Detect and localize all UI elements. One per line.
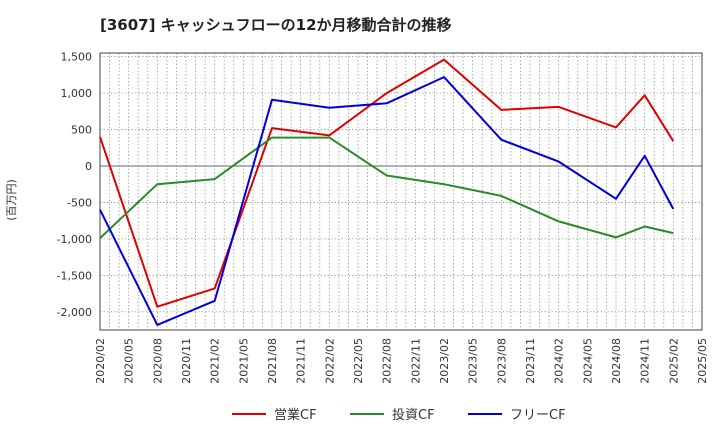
y-tick-label: -1,500 <box>57 269 92 282</box>
series-line-フリーCF <box>99 76 675 326</box>
y-axis-label: (百万円) <box>5 179 18 221</box>
x-tick-label: 2020/05 <box>123 338 136 384</box>
legend-label: 投資CF <box>392 407 435 423</box>
y-tick-label: 1,000 <box>61 87 93 100</box>
legend-label: 営業CF <box>274 407 317 423</box>
series-line-投資CF <box>99 136 674 239</box>
x-tick-label: 2024/08 <box>610 338 623 384</box>
x-tick-label: 2021/02 <box>209 338 222 384</box>
x-tick-label: 2024/05 <box>581 338 594 384</box>
x-tick-label: 2023/08 <box>495 338 508 384</box>
plot-area: 1,500 1,000 500 0 -500 -1,000 -1,500 -2,000 2020… <box>57 51 709 384</box>
plot-border <box>99 52 703 331</box>
x-tick-label: 2023/11 <box>524 338 537 384</box>
y-tick-label: -500 <box>67 196 92 209</box>
legend: 営業CF 投資CF フリーCF <box>232 407 566 423</box>
y-tick-label: 0 <box>85 160 92 173</box>
x-tick-label: 2020/08 <box>151 338 164 384</box>
y-tick-label: -2,000 <box>57 306 92 319</box>
y-tick-label: 500 <box>71 124 92 137</box>
series-line-営業CF <box>99 58 675 308</box>
x-tick-label: 2021/05 <box>237 338 250 384</box>
x-tick-label: 2022/08 <box>381 338 394 384</box>
x-tick-label: 2024/11 <box>639 338 652 384</box>
legend-label: フリーCF <box>510 408 566 423</box>
x-tick-label: 2025/05 <box>696 338 709 384</box>
x-tick-label: 2025/02 <box>667 338 680 384</box>
x-tick-label: 2023/05 <box>467 338 480 384</box>
y-tick-label: -1,000 <box>57 233 92 246</box>
y-tick-label: 1,500 <box>61 51 93 64</box>
x-tick-label: 2022/02 <box>323 338 336 384</box>
x-tick-label: 2022/11 <box>409 338 422 384</box>
x-tick-label: 2020/11 <box>180 338 193 384</box>
x-tick-label: 2024/02 <box>553 338 566 384</box>
x-tick-label: 2021/11 <box>295 338 308 384</box>
chart-title: [3607] キャッシュフローの12か月移動合計の推移 <box>100 16 452 34</box>
x-tick-label: 2020/02 <box>94 338 107 384</box>
plot-background <box>100 53 702 330</box>
x-tick-label: 2022/05 <box>352 338 365 384</box>
x-tick-label: 2023/02 <box>438 338 451 384</box>
x-tick-label: 2021/08 <box>266 338 279 384</box>
